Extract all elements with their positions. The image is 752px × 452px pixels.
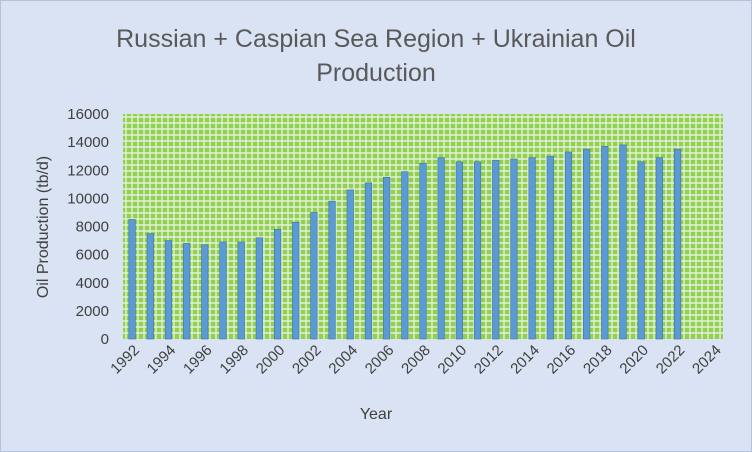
x-tick-label: 2004 <box>325 342 361 378</box>
x-tick-label: 1996 <box>180 342 216 378</box>
x-tick-label: 2022 <box>653 342 689 378</box>
bar-1995 <box>183 243 191 340</box>
y-tick-label: 2000 <box>76 303 109 320</box>
x-tick-label: 1994 <box>144 342 180 378</box>
y-tick-label: 10000 <box>67 190 109 207</box>
bar-2022 <box>673 148 682 340</box>
bar-2014 <box>528 157 536 340</box>
y-tick-label: 12000 <box>67 162 109 179</box>
chart-title-line-2: Production <box>316 59 436 87</box>
x-tick-label: 2024 <box>689 342 725 378</box>
bar-2013 <box>510 158 518 340</box>
bar-2011 <box>473 161 482 340</box>
x-tick-label: 2020 <box>616 342 652 378</box>
y-axis-title: Oil Production (tb/d) <box>35 156 52 298</box>
x-tick-label: 1992 <box>107 342 143 378</box>
y-tick-labels: 0 2000 4000 6000 8000 10000 12000 14000 16000 <box>67 106 109 348</box>
bar-2002 <box>310 212 318 340</box>
y-tick-label: 0 <box>101 331 109 348</box>
bar-layer <box>128 144 682 340</box>
y-tick-label: 14000 <box>67 134 109 151</box>
bar-1996 <box>201 244 209 340</box>
bar-2019 <box>619 144 627 340</box>
x-tick-label: 2014 <box>507 342 543 378</box>
bar-2012 <box>492 160 500 340</box>
x-tick-label: 2008 <box>398 342 434 378</box>
bar-2015 <box>546 155 554 340</box>
x-axis-title: Year <box>360 406 393 423</box>
bar-2010 <box>455 161 463 340</box>
x-tick-label: 2006 <box>362 342 398 378</box>
y-tick-label: 16000 <box>67 106 109 123</box>
x-tick-label: 2002 <box>289 342 325 378</box>
bar-1999 <box>255 237 263 340</box>
x-tick-labels: 1992 1994 1996 1998 2000 2002 2004 2006 2008 2010… <box>107 342 724 378</box>
bar-2017 <box>583 148 591 340</box>
bar-2004 <box>346 189 354 340</box>
bar-1994 <box>164 240 173 340</box>
x-tick-label: 2012 <box>471 342 507 378</box>
x-tick-label: 2018 <box>580 342 616 378</box>
bar-1997 <box>219 241 227 340</box>
bar-2009 <box>437 157 445 340</box>
bar-1998 <box>237 241 245 340</box>
x-tick-label: 1998 <box>216 342 252 378</box>
bar-1992 <box>128 219 136 340</box>
bar-1993 <box>146 233 154 340</box>
bar-2005 <box>364 182 373 340</box>
y-tick-label: 6000 <box>76 247 109 264</box>
y-tick-label: 4000 <box>76 275 109 292</box>
bar-2021 <box>655 157 663 340</box>
bar-2008 <box>419 162 427 340</box>
bar-2020 <box>637 161 645 340</box>
bar-2001 <box>292 221 300 340</box>
bar-2003 <box>328 200 336 340</box>
bar-2016 <box>564 151 573 340</box>
chart-title-line-1: Russian + Caspian Sea Region + Ukrainian… <box>116 25 636 53</box>
x-tick-label: 2000 <box>253 342 289 378</box>
bar-2006 <box>383 176 391 340</box>
bar-2007 <box>401 171 409 340</box>
y-tick-label: 8000 <box>76 219 109 236</box>
bar-2000 <box>273 229 282 340</box>
bar-2018 <box>601 146 609 340</box>
x-tick-label: 2010 <box>435 342 471 378</box>
x-tick-label: 2016 <box>544 342 580 378</box>
